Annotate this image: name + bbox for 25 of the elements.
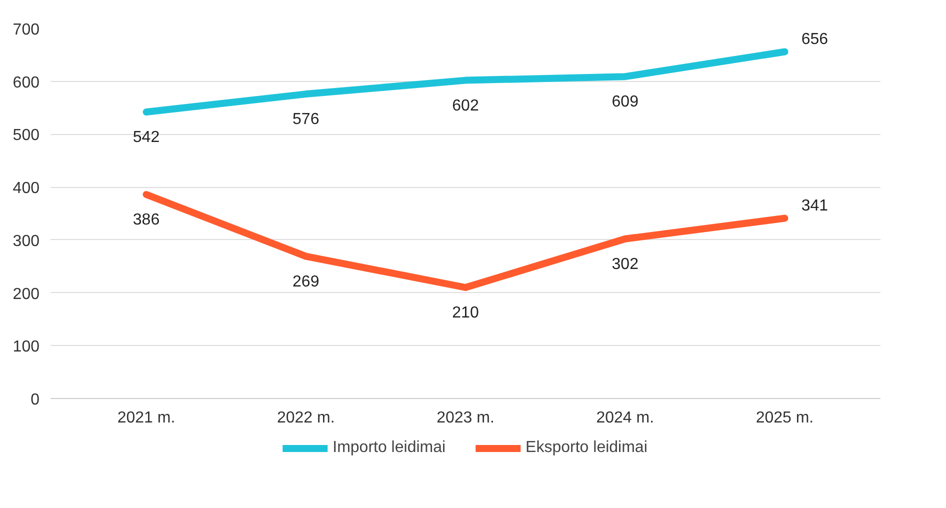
- y-tick-label: 400: [12, 180, 40, 198]
- x-tick-label: 2023 m.: [436, 410, 494, 426]
- data-label: 302: [612, 256, 639, 273]
- x-tick-label: 2024 m.: [596, 410, 654, 426]
- y-tick-label: 200: [12, 286, 40, 303]
- y-tick-label: 700: [12, 22, 40, 38]
- legend-label: Eksporto leidimai: [526, 439, 648, 457]
- data-label: 269: [292, 273, 320, 290]
- data-label: 609: [612, 94, 639, 111]
- data-label: 341: [801, 197, 828, 214]
- data-label: 656: [801, 30, 828, 48]
- y-tick-label: 300: [12, 232, 40, 250]
- y-tick-label: 0: [30, 392, 40, 408]
- data-label: 210: [452, 304, 479, 322]
- x-tick-label: 2021 m.: [117, 410, 176, 426]
- y-tick-label: 600: [12, 74, 40, 92]
- y-tick-label: 500: [12, 127, 40, 144]
- x-tick-label: 2022 m.: [276, 410, 335, 426]
- legend-label: Importo leidimai: [332, 439, 446, 457]
- data-label: 386: [132, 211, 160, 228]
- data-label: 576: [292, 111, 320, 128]
- data-label: 542: [132, 129, 160, 146]
- data-label: 602: [452, 97, 479, 114]
- y-tick-label: 100: [12, 338, 40, 356]
- x-tick-label: 2025 m.: [756, 410, 814, 426]
